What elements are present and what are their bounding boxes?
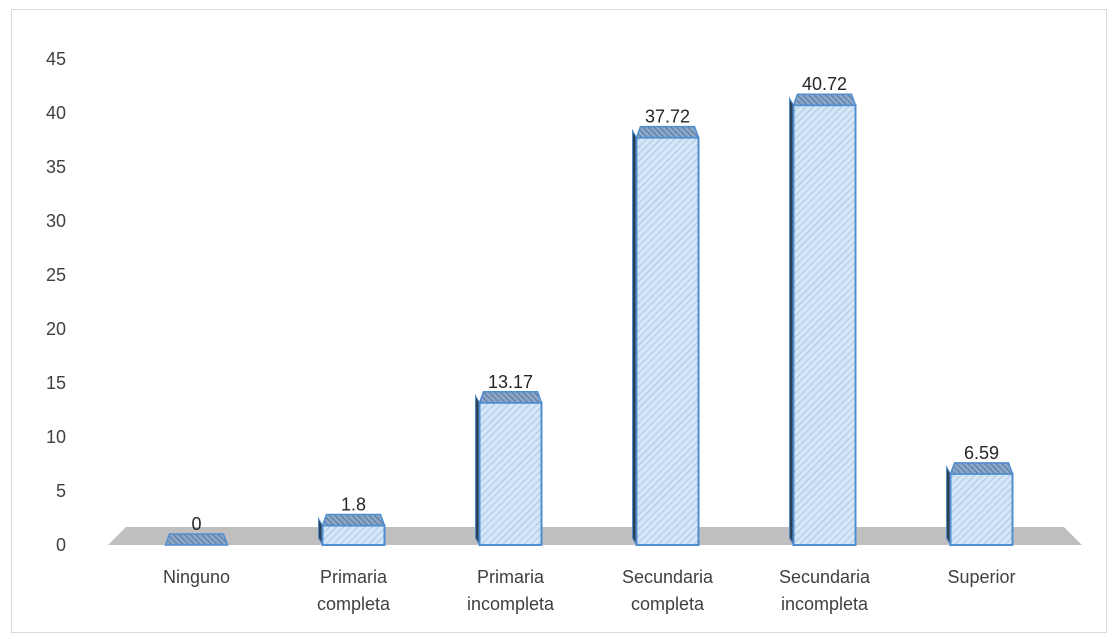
bar-top-face: [478, 391, 543, 404]
x-axis: Ninguno Primaria completa Primaria incomplet…: [163, 567, 1016, 614]
y-tick-label: 45: [46, 49, 66, 69]
data-label: 37.72: [645, 107, 690, 127]
x-category-label: Ninguno: [163, 567, 230, 587]
bar-front-face: [321, 524, 386, 546]
data-label: 1.8: [341, 495, 366, 515]
y-tick-label: 10: [46, 427, 66, 447]
bar-top-face: [949, 462, 1014, 475]
y-tick-label: 20: [46, 319, 66, 339]
bar: [164, 533, 229, 546]
bar-top-face: [792, 93, 857, 106]
bar: [318, 513, 386, 547]
x-category-label: Primaria completa: [317, 567, 391, 614]
bar-front-face: [949, 472, 1014, 546]
data-label: 6.59: [964, 443, 999, 463]
data-label: 0: [191, 514, 201, 534]
bar-top-face: [164, 533, 229, 546]
bar-top-face: [321, 513, 386, 527]
data-label: 40.72: [802, 74, 847, 94]
y-tick-label: 5: [56, 481, 66, 501]
bar-front-face: [478, 401, 543, 546]
bar-top-face: [635, 125, 700, 139]
bar: [632, 125, 700, 547]
x-category-label: Secundaria completa: [622, 567, 714, 614]
data-label: 13.17: [488, 372, 533, 392]
bar-front-face: [792, 104, 857, 546]
y-axis: 0 5 10 15 20 25 30 35 40 45: [46, 49, 66, 555]
bar: [475, 391, 543, 547]
bar: [946, 462, 1014, 547]
bar: [789, 93, 857, 547]
y-tick-label: 30: [46, 211, 66, 231]
data-labels: 0 1.8 13.17 37.72 40.72 6.59: [191, 74, 999, 534]
x-category-label: Superior: [947, 567, 1015, 587]
y-tick-label: 40: [46, 103, 66, 123]
y-tick-label: 25: [46, 265, 66, 285]
floor-plane: [108, 527, 1082, 545]
y-tick-label: 35: [46, 157, 66, 177]
bars: [164, 93, 1014, 547]
y-tick-label: 0: [56, 535, 66, 555]
bar-front-face: [635, 136, 700, 546]
y-tick-label: 15: [46, 373, 66, 393]
x-category-label: Primaria incompleta: [467, 567, 555, 614]
x-category-label: Secundaria incompleta: [779, 567, 871, 614]
chart-floor: [108, 527, 1082, 545]
